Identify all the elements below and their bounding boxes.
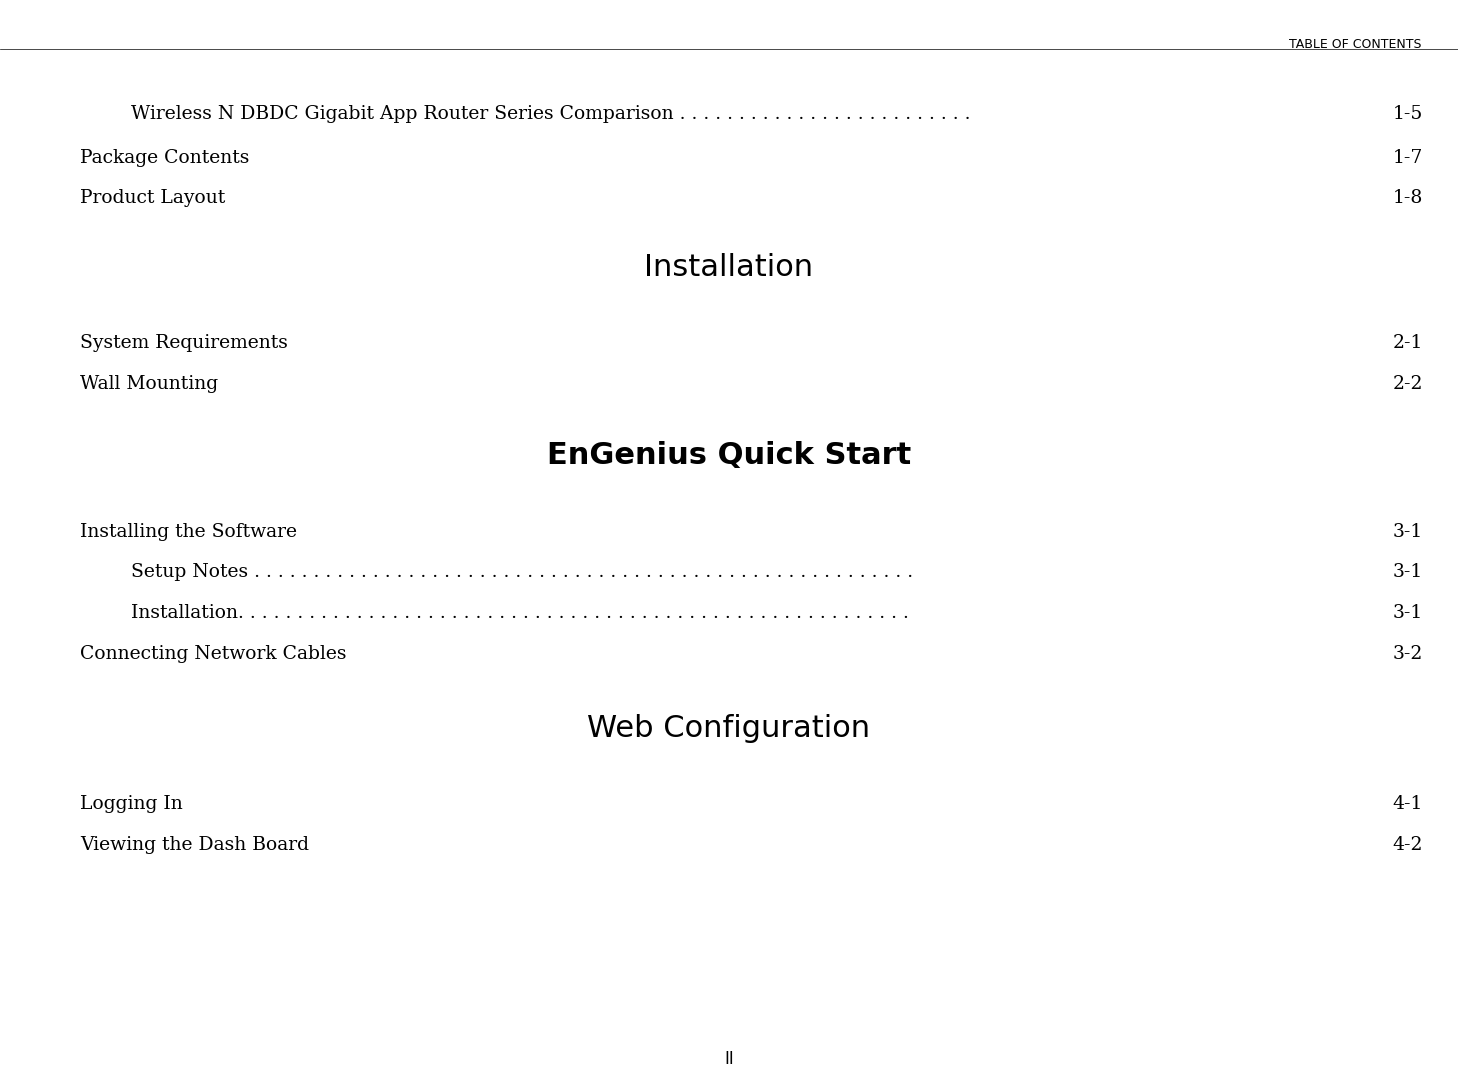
Text: Viewing the Dash Board: Viewing the Dash Board [80,836,309,853]
Text: Installing the Software: Installing the Software [80,523,297,541]
Text: Wall Mounting: Wall Mounting [80,375,219,392]
Text: 2-1: 2-1 [1392,335,1423,352]
Text: 3-2: 3-2 [1392,645,1423,663]
Text: 3-1: 3-1 [1392,604,1423,621]
Text: System Requirements: System Requirements [80,335,289,352]
Text: Wireless N DBDC Gigabit App Router Series Comparison . . . . . . . . . . . . . .: Wireless N DBDC Gigabit App Router Serie… [131,106,971,123]
Text: Product Layout: Product Layout [80,190,226,207]
Text: 1-8: 1-8 [1392,190,1423,207]
Text: 3-1: 3-1 [1392,564,1423,581]
Text: Connecting Network Cables: Connecting Network Cables [80,645,347,663]
Text: EnGenius Quick Start: EnGenius Quick Start [547,441,911,470]
Text: 3-1: 3-1 [1392,523,1423,541]
Text: 1-7: 1-7 [1392,149,1423,167]
Text: TABLE OF CONTENTS: TABLE OF CONTENTS [1289,38,1422,51]
Text: 2-2: 2-2 [1392,375,1423,392]
Text: 1-5: 1-5 [1392,106,1423,123]
Text: 4-1: 4-1 [1392,796,1423,813]
Text: II: II [725,1050,733,1068]
Text: Installation. . . . . . . . . . . . . . . . . . . . . . . . . . . . . . . . . . : Installation. . . . . . . . . . . . . . … [131,604,910,621]
Text: Package Contents: Package Contents [80,149,249,167]
Text: Setup Notes . . . . . . . . . . . . . . . . . . . . . . . . . . . . . . . . . . : Setup Notes . . . . . . . . . . . . . . … [131,564,913,581]
Text: 4-2: 4-2 [1392,836,1423,853]
Text: Web Configuration: Web Configuration [588,714,870,742]
Text: Logging In: Logging In [80,796,182,813]
Text: Installation: Installation [644,253,814,281]
